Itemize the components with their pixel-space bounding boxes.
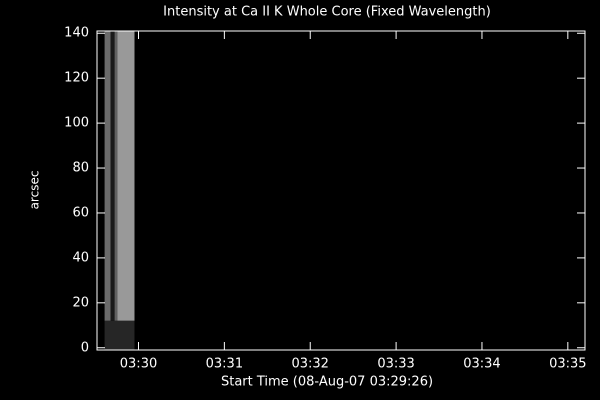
image-cell bbox=[104, 320, 135, 350]
plot-frame bbox=[96, 30, 586, 351]
x-tick-label: 03:30 bbox=[120, 357, 157, 372]
chart-title: Intensity at Ca II K Whole Core (Fixed W… bbox=[163, 5, 491, 20]
image-cell bbox=[114, 31, 118, 321]
y-tick-label: 140 bbox=[64, 26, 89, 41]
y-tick-label: 40 bbox=[72, 250, 89, 265]
y-tick-label: 20 bbox=[72, 295, 89, 310]
x-axis-label: Start Time (08-Aug-07 03:29:26) bbox=[221, 375, 433, 390]
y-tick-label: 60 bbox=[72, 205, 89, 220]
x-tick-label: 03:34 bbox=[463, 357, 500, 372]
y-tick-label: 0 bbox=[81, 340, 89, 355]
x-tick-label: 03:31 bbox=[206, 357, 243, 372]
x-tick-label: 03:32 bbox=[291, 357, 328, 372]
y-tick-label: 120 bbox=[64, 71, 89, 86]
x-tick-label: 03:33 bbox=[377, 357, 414, 372]
y-tick-label: 100 bbox=[64, 116, 89, 131]
image bbox=[104, 31, 135, 350]
image-cell bbox=[110, 31, 115, 321]
image-cell bbox=[104, 31, 111, 321]
y-tick-label: 80 bbox=[72, 161, 89, 176]
y-axis-label: arcsec bbox=[28, 171, 42, 210]
x-tick-label: 03:35 bbox=[549, 357, 586, 372]
image-cell bbox=[117, 31, 135, 321]
